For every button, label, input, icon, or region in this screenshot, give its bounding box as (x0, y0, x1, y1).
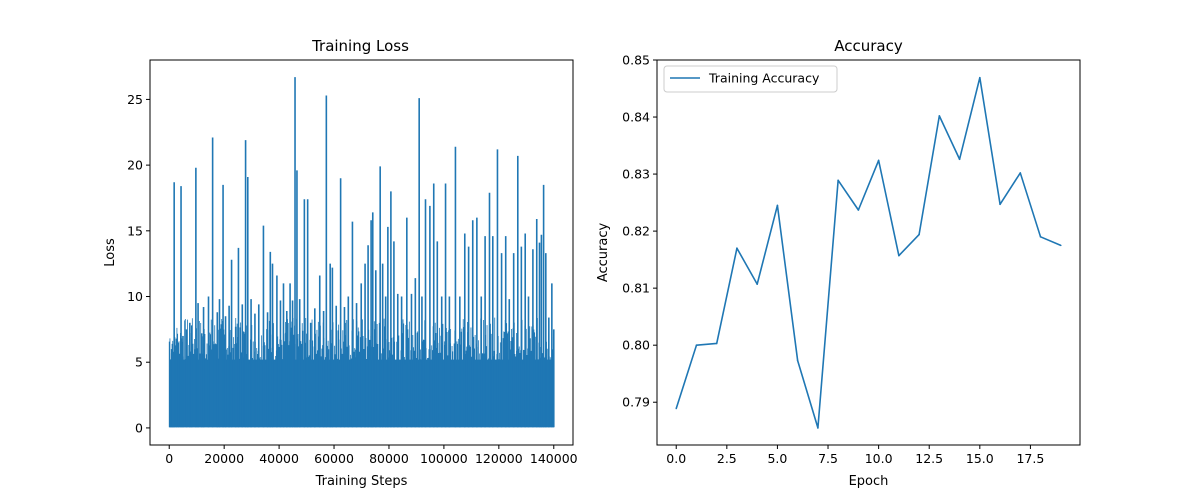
accuracy-y-tick-label: 0.80 (622, 338, 650, 353)
accuracy-chart: Accuracy 0.0 2.5 5.0 7.5 10.0 12.5 15.0 17.5 0.… (596, 37, 1081, 489)
accuracy-plot-area (675, 76, 1062, 429)
accuracy-point (715, 342, 718, 345)
accuracy-point (1059, 244, 1062, 247)
loss-x-tick-label: 0 (165, 451, 173, 466)
loss-plot-frame (149, 59, 574, 446)
accuracy-y-tick-label: 0.81 (622, 281, 650, 296)
loss-y-tick-label: 5 (135, 355, 143, 370)
accuracy-x-tick-label: 10.0 (865, 451, 893, 466)
accuracy-point (837, 179, 839, 182)
accuracy-x-tick-label: 17.5 (1016, 451, 1044, 466)
loss-x-axis: 0 20000 40000 60000 80000 100000 120000 140000 (165, 445, 578, 466)
loss-y-tick-label: 20 (127, 158, 143, 173)
accuracy-y-axis: 0.79 0.80 0.81 0.82 0.83 0.84 0.85 (622, 53, 657, 410)
accuracy-x-axis: 0.0 2.5 5.0 7.5 10.0 12.5 15.0 17.5 (666, 445, 1044, 466)
loss-x-tick-label: 40000 (259, 451, 299, 466)
accuracy-y-tick-label: 0.83 (622, 167, 650, 182)
accuracy-x-tick-label: 0.0 (666, 451, 686, 466)
accuracy-legend: Training Accuracy (663, 65, 838, 93)
accuracy-point (776, 204, 779, 207)
loss-x-tick-label: 20000 (204, 451, 244, 466)
loss-y-tick-label: 15 (127, 223, 143, 238)
accuracy-point (938, 115, 941, 117)
accuracy-point (877, 159, 880, 162)
accuracy-point (695, 344, 698, 346)
accuracy-x-tick-label: 5.0 (767, 451, 787, 466)
accuracy-point (918, 233, 920, 236)
accuracy-point (898, 254, 900, 257)
loss-chart: Training Loss 0 20000 40000 60000 80000 10000… (103, 37, 578, 489)
accuracy-point (857, 209, 860, 211)
loss-x-tick-label: 60000 (314, 451, 354, 466)
accuracy-y-tick-label: 0.85 (622, 53, 650, 68)
loss-x-tick-label: 80000 (369, 451, 409, 466)
accuracy-series-line (675, 76, 1062, 429)
loss-x-tick-label: 100000 (420, 451, 468, 466)
accuracy-y-tick-label: 0.82 (622, 224, 650, 239)
accuracy-point (736, 247, 738, 250)
loss-x-axis-label: Training Steps (315, 474, 408, 489)
accuracy-x-tick-label: 12.5 (915, 451, 943, 466)
accuracy-point (1019, 172, 1022, 174)
accuracy-point (796, 359, 799, 362)
accuracy-y-tick-label: 0.79 (622, 395, 650, 410)
accuracy-point (958, 158, 961, 161)
loss-y-axis-label: Loss (103, 238, 118, 267)
loss-chart-title: Training Loss (311, 37, 409, 55)
accuracy-point (999, 203, 1001, 206)
accuracy-x-tick-label: 15.0 (966, 451, 994, 466)
loss-y-tick-label: 25 (127, 92, 143, 107)
loss-y-axis: 0 5 10 15 20 25 (127, 92, 150, 435)
loss-x-tick-label: 140000 (530, 451, 578, 466)
loss-x-tick-label: 120000 (475, 451, 523, 466)
accuracy-x-axis-label: Epoch (849, 474, 889, 489)
loss-plot-area (168, 77, 555, 428)
accuracy-plot-frame (656, 59, 1081, 446)
loss-y-tick-label: 10 (127, 289, 143, 304)
accuracy-point (979, 76, 981, 79)
loss-y-tick-label: 0 (135, 420, 143, 435)
legend-label-training-accuracy: Training Accuracy (708, 71, 820, 86)
accuracy-point (1039, 236, 1042, 238)
accuracy-x-tick-label: 7.5 (818, 451, 838, 466)
accuracy-point (675, 407, 678, 410)
accuracy-x-tick-label: 2.5 (717, 451, 737, 466)
accuracy-y-tick-label: 0.84 (622, 110, 650, 125)
accuracy-point (756, 283, 758, 285)
legend-box (663, 65, 838, 93)
accuracy-point (817, 427, 819, 429)
accuracy-y-axis-label: Accuracy (596, 223, 611, 283)
accuracy-chart-title: Accuracy (834, 37, 903, 55)
